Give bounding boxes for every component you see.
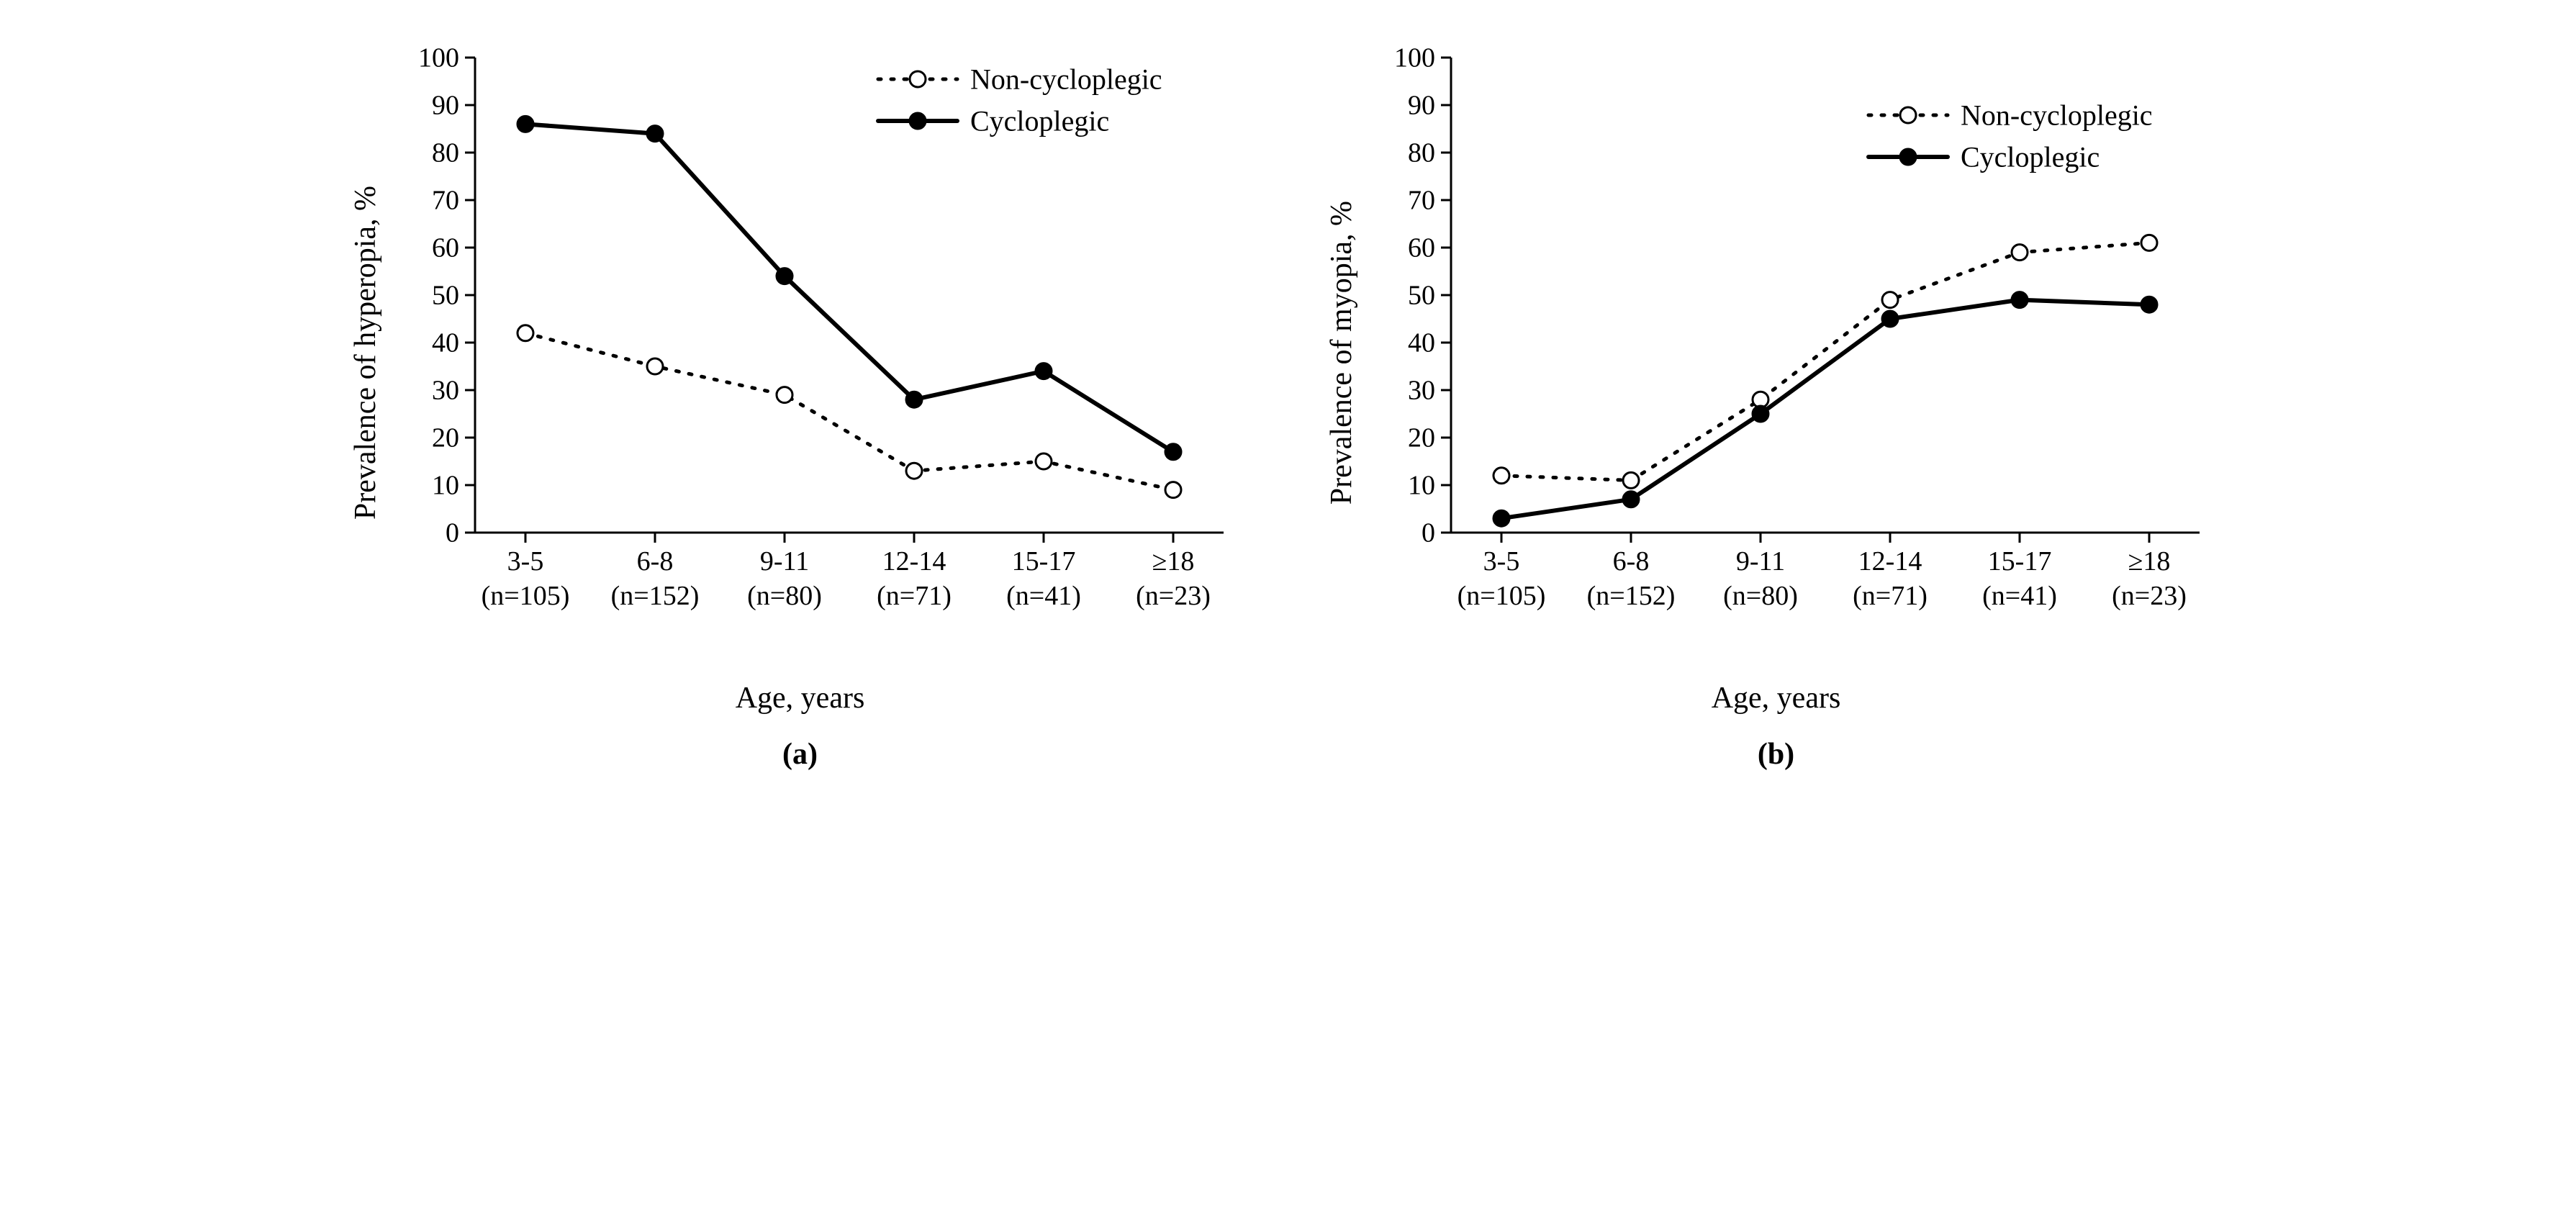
svg-text:(n=23): (n=23): [2112, 581, 2187, 611]
svg-text:(n=71): (n=71): [877, 581, 952, 611]
svg-text:Cycloplegic: Cycloplegic: [1961, 140, 2100, 173]
svg-text:(n=41): (n=41): [1982, 581, 2057, 611]
svg-text:9-11: 9-11: [759, 546, 808, 577]
svg-text:9-11: 9-11: [1735, 546, 1784, 577]
svg-text:60: 60: [1408, 233, 1435, 263]
svg-text:(n=41): (n=41): [1006, 581, 1081, 611]
svg-text:90: 90: [432, 91, 459, 121]
svg-text:100: 100: [418, 43, 459, 73]
svg-text:0: 0: [446, 518, 459, 548]
svg-text:6-8: 6-8: [1612, 546, 1649, 577]
ylabel-a: Prevalence of hyperopia, %: [348, 186, 383, 520]
svg-text:40: 40: [1408, 328, 1435, 358]
svg-text:Cycloplegic: Cycloplegic: [970, 104, 1109, 137]
svg-text:(n=80): (n=80): [747, 581, 822, 611]
svg-text:70: 70: [432, 186, 459, 216]
svg-text:40: 40: [432, 328, 459, 358]
svg-text:30: 30: [432, 376, 459, 406]
svg-text:12-14: 12-14: [1858, 546, 1922, 577]
svg-text:(n=80): (n=80): [1723, 581, 1798, 611]
svg-text:80: 80: [1408, 138, 1435, 168]
svg-text:(n=105): (n=105): [481, 581, 569, 611]
svg-text:3-5: 3-5: [1483, 546, 1519, 577]
svg-text:80: 80: [432, 138, 459, 168]
svg-text:70: 70: [1408, 186, 1435, 216]
svg-text:(n=71): (n=71): [1853, 581, 1928, 611]
svg-text:≥18: ≥18: [2128, 546, 2170, 577]
svg-text:50: 50: [432, 281, 459, 311]
svg-text:(n=23): (n=23): [1136, 581, 1211, 611]
svg-text:Non-cycloplegic: Non-cycloplegic: [1961, 99, 2153, 131]
svg-text:Non-cycloplegic: Non-cycloplegic: [970, 63, 1162, 95]
ylabel-b: Prevalence of myopia, %: [1324, 201, 1359, 505]
chart-b: 0 10 20 30 40 50 60 70 80 90 100 3-5 (n=105) 6-8 (n=15…: [1365, 29, 2228, 677]
svg-text:100: 100: [1394, 43, 1435, 73]
chart-a: 0 10 20 30 40 50 60 70 80 90 100 3-5 (n=105) 6-8 (n=15…: [389, 29, 1252, 677]
svg-text:60: 60: [432, 233, 459, 263]
svg-text:30: 30: [1408, 376, 1435, 406]
svg-text:15-17: 15-17: [1011, 546, 1075, 577]
svg-text:10: 10: [1408, 471, 1435, 501]
svg-text:15-17: 15-17: [1987, 546, 2051, 577]
svg-text:3-5: 3-5: [507, 546, 543, 577]
svg-text:(n=105): (n=105): [1457, 581, 1545, 611]
panel-tag-a: (a): [782, 737, 818, 772]
svg-text:50: 50: [1408, 281, 1435, 311]
svg-text:6-8: 6-8: [636, 546, 673, 577]
svg-text:10: 10: [432, 471, 459, 501]
svg-text:20: 20: [1408, 423, 1435, 453]
svg-text:(n=152): (n=152): [1586, 581, 1675, 611]
chart-b-wrap: Prevalence of myopia, % 0 10 20 30 40 50 60 70 8…: [1324, 29, 2228, 677]
panel-a: Prevalence of hyperopia, % 0 10 20 30 40 50 60…: [348, 29, 1252, 772]
xlabel-b: Age, years: [1712, 681, 1841, 715]
svg-text:12-14: 12-14: [882, 546, 946, 577]
chart-a-wrap: Prevalence of hyperopia, % 0 10 20 30 40 50 60…: [348, 29, 1252, 677]
svg-text:≥18: ≥18: [1152, 546, 1194, 577]
panel-b: Prevalence of myopia, % 0 10 20 30 40 50 60 70 8…: [1324, 29, 2228, 772]
xlabel-a: Age, years: [736, 681, 865, 715]
svg-text:90: 90: [1408, 91, 1435, 121]
panel-tag-b: (b): [1758, 737, 1794, 772]
svg-text:0: 0: [1422, 518, 1435, 548]
svg-text:(n=152): (n=152): [610, 581, 699, 611]
svg-text:20: 20: [432, 423, 459, 453]
